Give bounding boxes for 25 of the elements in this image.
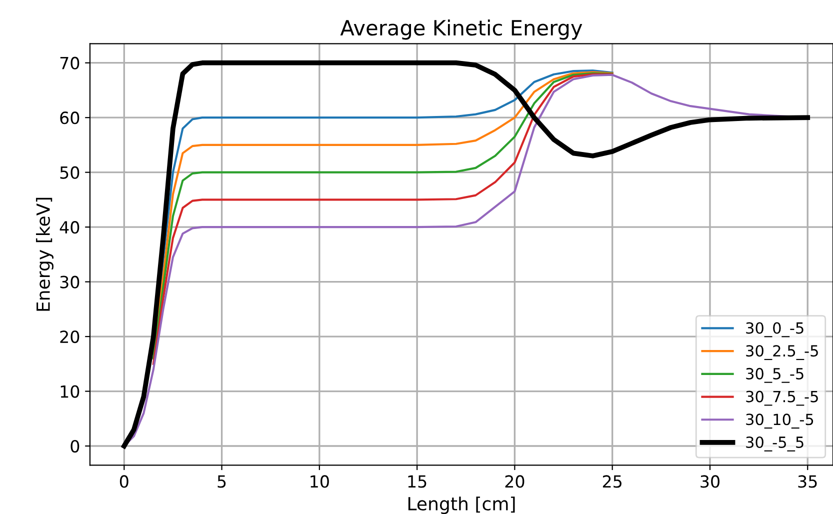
legend-label: 30_-5_5 bbox=[746, 436, 804, 452]
legend-label: 30_7.5_-5 bbox=[746, 390, 818, 406]
legend-label: 30_2.5_-5 bbox=[746, 345, 818, 360]
x-tick-label: 10 bbox=[310, 475, 329, 488]
chart-title: Average Kinetic Energy bbox=[340, 20, 582, 40]
x-tick-label: 30 bbox=[700, 475, 720, 488]
y-tick-label: 10 bbox=[60, 385, 80, 398]
x-axis-title: Length [cm] bbox=[408, 496, 515, 514]
y-tick-label: 0 bbox=[70, 440, 80, 453]
y-tick-label: 20 bbox=[60, 330, 80, 344]
y-tick-label: 40 bbox=[60, 221, 80, 234]
legend-label: 30_10_-5 bbox=[746, 414, 814, 429]
y-tick-label: 60 bbox=[60, 112, 80, 124]
y-tick-label: 30 bbox=[60, 276, 80, 288]
y-axis-title: Energy [keV] bbox=[36, 198, 54, 311]
x-tick-label: 20 bbox=[505, 475, 524, 488]
y-tick-label: 50 bbox=[60, 166, 80, 179]
x-tick-label: 25 bbox=[602, 475, 622, 488]
legend-label: 30_0_-5 bbox=[746, 322, 804, 338]
x-tick-label: 5 bbox=[218, 475, 226, 488]
y-tick-label: 70 bbox=[60, 56, 80, 70]
x-tick-label: 35 bbox=[798, 475, 817, 488]
legend-label: 30_5_-5 bbox=[746, 368, 804, 383]
x-tick-label: 15 bbox=[408, 475, 426, 488]
x-tick-label: 0 bbox=[120, 475, 128, 488]
